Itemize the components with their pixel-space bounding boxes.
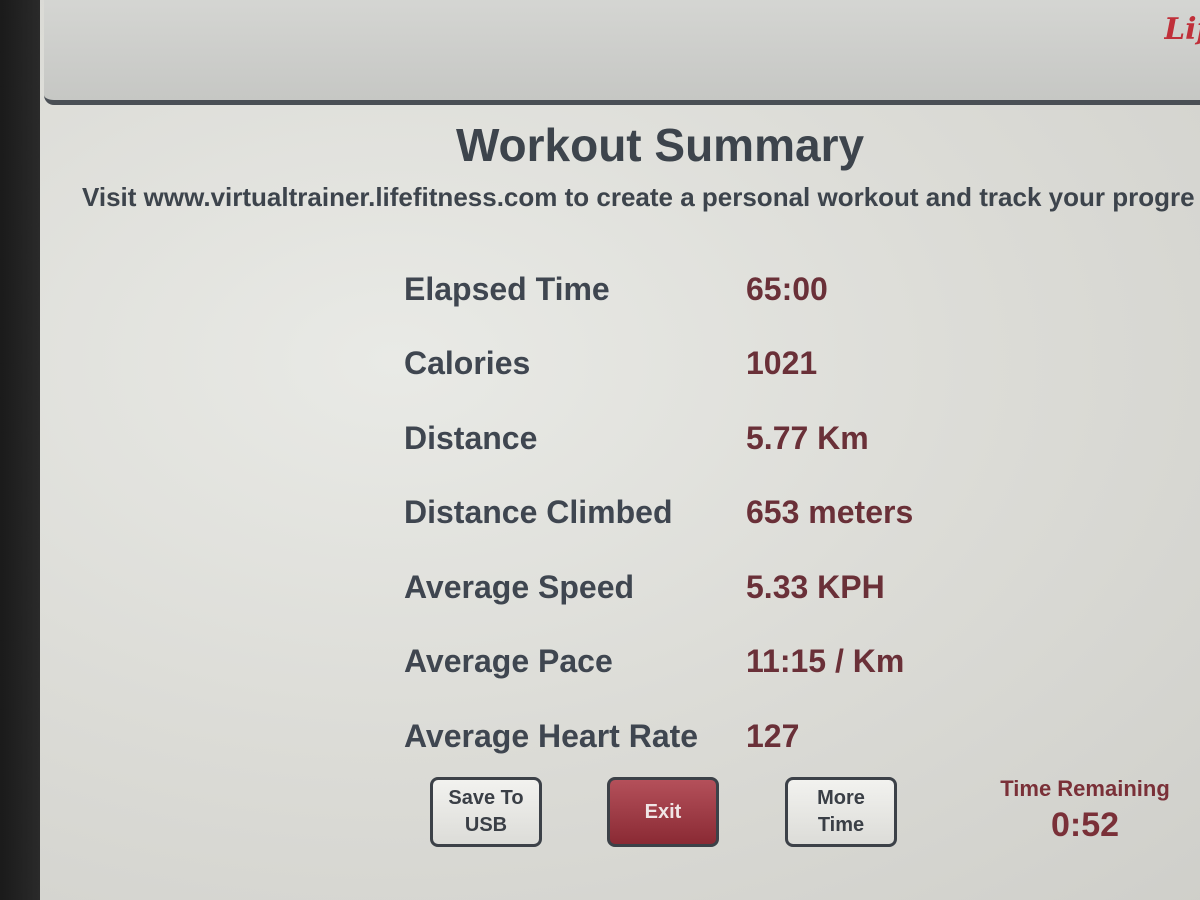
- stat-label: Distance: [404, 419, 538, 456]
- stat-row: Elapsed Time 65:00: [404, 252, 913, 327]
- stat-row: Calories 1021: [404, 327, 913, 402]
- stat-label: Elapsed Time: [404, 270, 610, 307]
- save-to-usb-button[interactable]: Save To USB: [430, 777, 542, 847]
- stats-list: Elapsed Time 65:00 Calories 1021 Distance 5…: [404, 252, 913, 774]
- stat-label: Calories: [404, 345, 531, 382]
- button-label: Exit: [644, 800, 682, 823]
- more-time-button[interactable]: More Time: [785, 777, 897, 847]
- button-label: Save To: [448, 787, 524, 809]
- stat-value: 653 meters: [746, 494, 914, 531]
- page-title: Workout Summary: [455, 119, 865, 171]
- stat-row: Average Heart Rate 127: [404, 699, 913, 774]
- stat-row: Distance Climbed 653 meters: [404, 476, 913, 551]
- stat-value: 1021: [746, 345, 818, 382]
- subtitle: Visit www.virtualtrainer.lifefitness.com…: [82, 182, 1195, 212]
- stat-label: Distance Climbed: [404, 494, 673, 531]
- stat-row: Distance 5.77 Km: [404, 401, 913, 476]
- stat-value: 11:15 / Km: [746, 643, 905, 680]
- stat-value: 65:00: [746, 270, 828, 307]
- treadmill-screen: LifeFitness Workout Summary Visit www.vi…: [40, 0, 1200, 900]
- time-remaining: Time Remaining 0:52: [995, 776, 1175, 845]
- exit-button[interactable]: Exit: [607, 777, 719, 847]
- stat-value: 5.33 KPH: [746, 568, 885, 605]
- stat-row: Average Speed 5.33 KPH: [404, 550, 913, 625]
- time-remaining-label: Time Remaining: [1000, 776, 1170, 801]
- stat-value: 127: [746, 717, 800, 754]
- button-label: Time: [817, 814, 865, 836]
- header-bar: LifeFitness: [44, 0, 1200, 105]
- stat-label: Average Pace: [404, 643, 613, 680]
- button-label: USB: [464, 814, 508, 836]
- stat-value: 5.77 Km: [746, 419, 869, 456]
- stat-label: Average Speed: [404, 568, 635, 605]
- button-label: More: [817, 787, 865, 809]
- stat-row: Average Pace 11:15 / Km: [404, 625, 913, 700]
- lifefitness-logo: LifeFitness: [1164, 12, 1200, 47]
- time-remaining-value: 0:52: [1050, 806, 1120, 844]
- stat-label: Average Heart Rate: [404, 717, 699, 754]
